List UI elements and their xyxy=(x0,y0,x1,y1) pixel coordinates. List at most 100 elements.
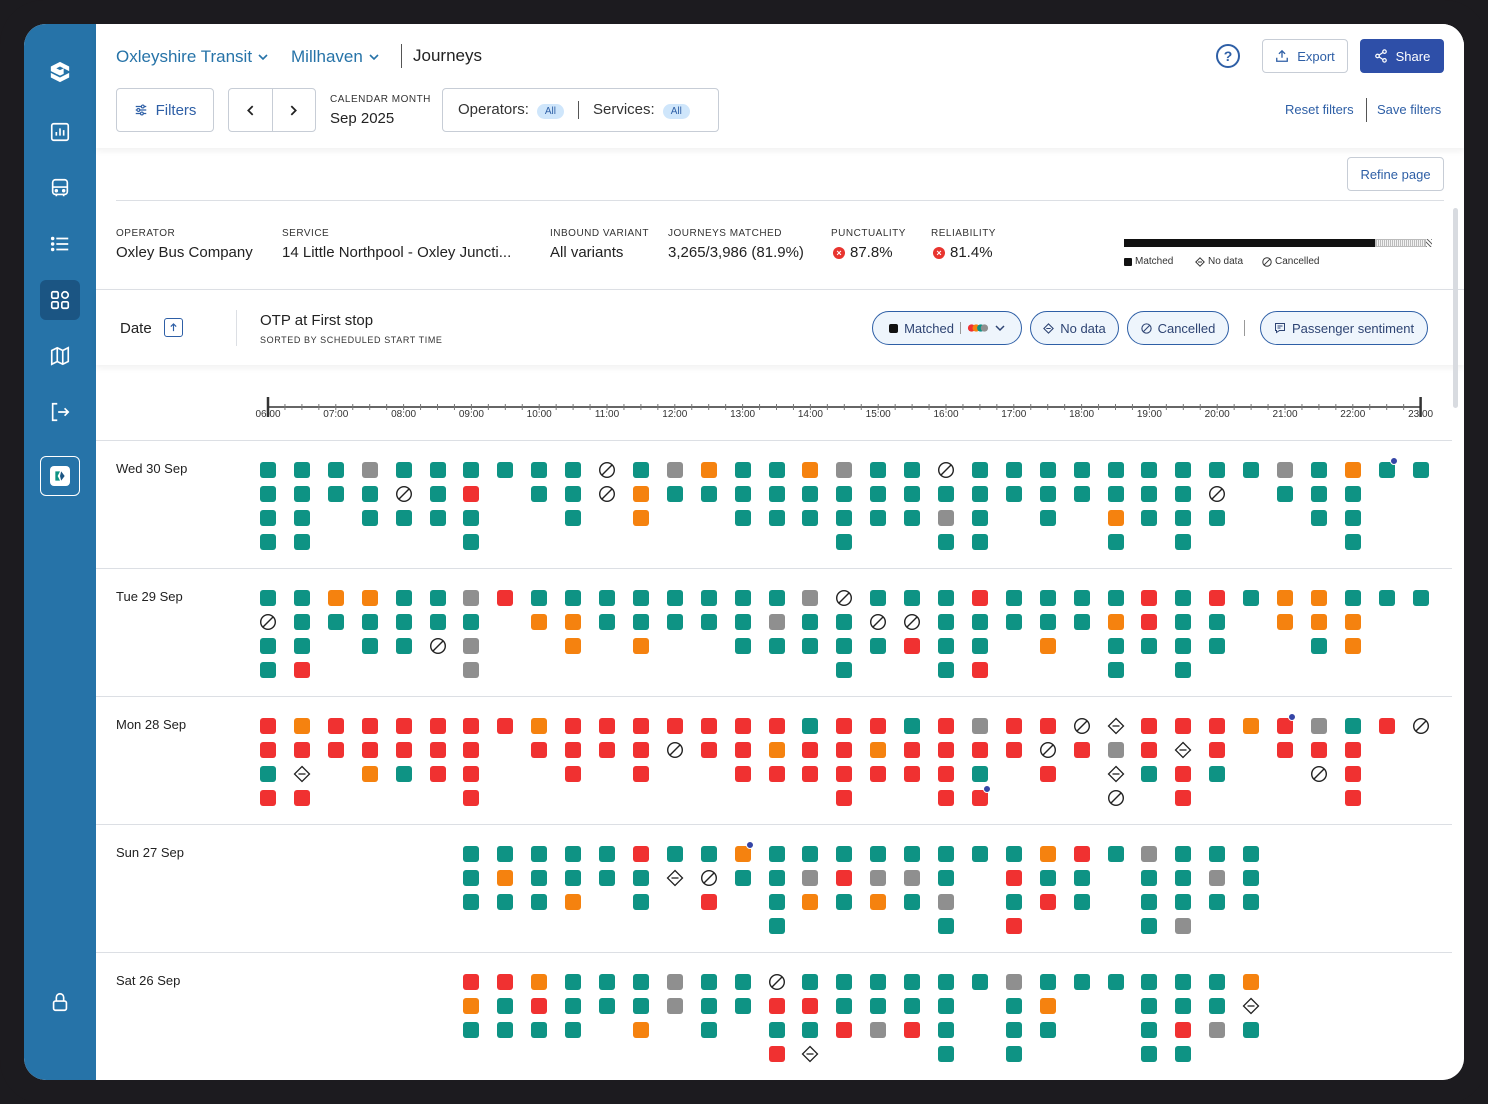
on-time-journey[interactable] xyxy=(1039,510,1056,526)
no-data-journey[interactable] xyxy=(666,869,684,887)
late-journey[interactable] xyxy=(599,742,615,758)
early-journey[interactable] xyxy=(1344,462,1361,478)
on-time-journey[interactable] xyxy=(1005,1046,1022,1062)
early-journey[interactable] xyxy=(802,462,819,478)
next-month-button[interactable] xyxy=(271,89,316,131)
on-time-journey[interactable] xyxy=(260,462,276,478)
early-journey[interactable] xyxy=(802,894,819,910)
on-time-journey[interactable] xyxy=(666,590,683,606)
on-time-journey[interactable] xyxy=(1310,462,1327,478)
on-time-journey[interactable] xyxy=(361,614,378,630)
unknown-otp-journey[interactable] xyxy=(1141,846,1158,862)
on-time-journey[interactable] xyxy=(1175,590,1192,606)
on-time-journey[interactable] xyxy=(700,486,717,502)
unknown-otp-journey[interactable] xyxy=(904,870,921,886)
on-time-journey[interactable] xyxy=(599,974,615,990)
early-journey[interactable] xyxy=(1039,638,1056,654)
on-time-journey[interactable] xyxy=(734,998,751,1014)
on-time-journey[interactable] xyxy=(260,534,276,550)
on-time-journey[interactable] xyxy=(870,510,887,526)
late-journey[interactable] xyxy=(1141,614,1158,630)
cancelled-journey[interactable] xyxy=(1039,741,1056,759)
on-time-journey[interactable] xyxy=(327,462,344,478)
on-time-journey[interactable] xyxy=(632,998,649,1014)
on-time-journey[interactable] xyxy=(1039,614,1056,630)
late-journey[interactable] xyxy=(497,718,514,734)
passenger-sentiment-marker[interactable] xyxy=(745,841,754,849)
late-journey[interactable] xyxy=(1378,718,1395,734)
early-journey[interactable] xyxy=(768,742,785,758)
on-time-journey[interactable] xyxy=(734,614,751,630)
on-time-journey[interactable] xyxy=(1141,486,1158,502)
on-time-journey[interactable] xyxy=(1107,590,1124,606)
late-journey[interactable] xyxy=(700,742,717,758)
on-time-journey[interactable] xyxy=(700,998,717,1014)
late-journey[interactable] xyxy=(497,590,514,606)
passenger-sentiment-chip[interactable]: Passenger sentiment xyxy=(1260,311,1428,345)
map-icon[interactable] xyxy=(40,336,80,376)
unknown-otp-journey[interactable] xyxy=(802,590,819,606)
on-time-journey[interactable] xyxy=(1107,638,1124,654)
on-time-journey[interactable] xyxy=(429,462,446,478)
on-time-journey[interactable] xyxy=(531,870,548,886)
on-time-journey[interactable] xyxy=(395,614,412,630)
on-time-journey[interactable] xyxy=(1107,486,1124,502)
late-journey[interactable] xyxy=(904,742,921,758)
unknown-otp-journey[interactable] xyxy=(463,590,480,606)
late-journey[interactable] xyxy=(768,718,785,734)
on-time-journey[interactable] xyxy=(1141,766,1158,782)
late-journey[interactable] xyxy=(327,742,344,758)
late-journey[interactable] xyxy=(938,766,954,782)
early-journey[interactable] xyxy=(632,1022,649,1038)
late-journey[interactable] xyxy=(1175,718,1192,734)
late-journey[interactable] xyxy=(327,718,344,734)
late-journey[interactable] xyxy=(971,590,988,606)
late-journey[interactable] xyxy=(260,742,276,758)
on-time-journey[interactable] xyxy=(802,486,819,502)
analytics-icon[interactable] xyxy=(40,112,80,152)
late-journey[interactable] xyxy=(463,486,480,502)
on-time-journey[interactable] xyxy=(1310,510,1327,526)
on-time-journey[interactable] xyxy=(293,510,310,526)
on-time-journey[interactable] xyxy=(1175,998,1192,1014)
on-time-journey[interactable] xyxy=(1175,462,1192,478)
early-journey[interactable] xyxy=(565,614,582,630)
on-time-journey[interactable] xyxy=(632,590,649,606)
late-journey[interactable] xyxy=(870,718,887,734)
lock-icon[interactable] xyxy=(40,982,80,1022)
sort-ascending-button[interactable] xyxy=(164,318,183,337)
passenger-sentiment-marker[interactable] xyxy=(1288,713,1296,721)
dashboard-icon[interactable] xyxy=(40,280,80,320)
on-time-journey[interactable] xyxy=(1073,614,1090,630)
on-time-journey[interactable] xyxy=(565,590,582,606)
on-time-journey[interactable] xyxy=(395,510,412,526)
cancelled-journey[interactable] xyxy=(598,461,616,479)
on-time-journey[interactable] xyxy=(463,846,480,862)
on-time-journey[interactable] xyxy=(1073,894,1090,910)
on-time-journey[interactable] xyxy=(565,1022,582,1038)
on-time-journey[interactable] xyxy=(971,462,988,478)
on-time-journey[interactable] xyxy=(938,486,954,502)
previous-month-button[interactable] xyxy=(229,89,272,131)
on-time-journey[interactable] xyxy=(1344,486,1361,502)
breadcrumb-area[interactable]: Millhaven xyxy=(291,46,379,68)
on-time-journey[interactable] xyxy=(1141,1022,1158,1038)
on-time-journey[interactable] xyxy=(361,510,378,526)
on-time-journey[interactable] xyxy=(1243,1022,1260,1038)
early-journey[interactable] xyxy=(327,590,344,606)
on-time-journey[interactable] xyxy=(395,590,412,606)
unknown-otp-journey[interactable] xyxy=(836,462,853,478)
share-button[interactable]: Share xyxy=(1360,39,1444,73)
early-journey[interactable] xyxy=(565,894,582,910)
on-time-journey[interactable] xyxy=(904,718,921,734)
on-time-journey[interactable] xyxy=(1175,614,1192,630)
on-time-journey[interactable] xyxy=(293,638,310,654)
on-time-journey[interactable] xyxy=(938,590,954,606)
bus-icon[interactable] xyxy=(40,168,80,208)
no-data-journey[interactable] xyxy=(1107,717,1124,735)
on-time-journey[interactable] xyxy=(1175,846,1192,862)
unknown-otp-journey[interactable] xyxy=(666,462,683,478)
on-time-journey[interactable] xyxy=(260,638,276,654)
on-time-journey[interactable] xyxy=(1107,662,1124,678)
unknown-otp-journey[interactable] xyxy=(870,870,887,886)
